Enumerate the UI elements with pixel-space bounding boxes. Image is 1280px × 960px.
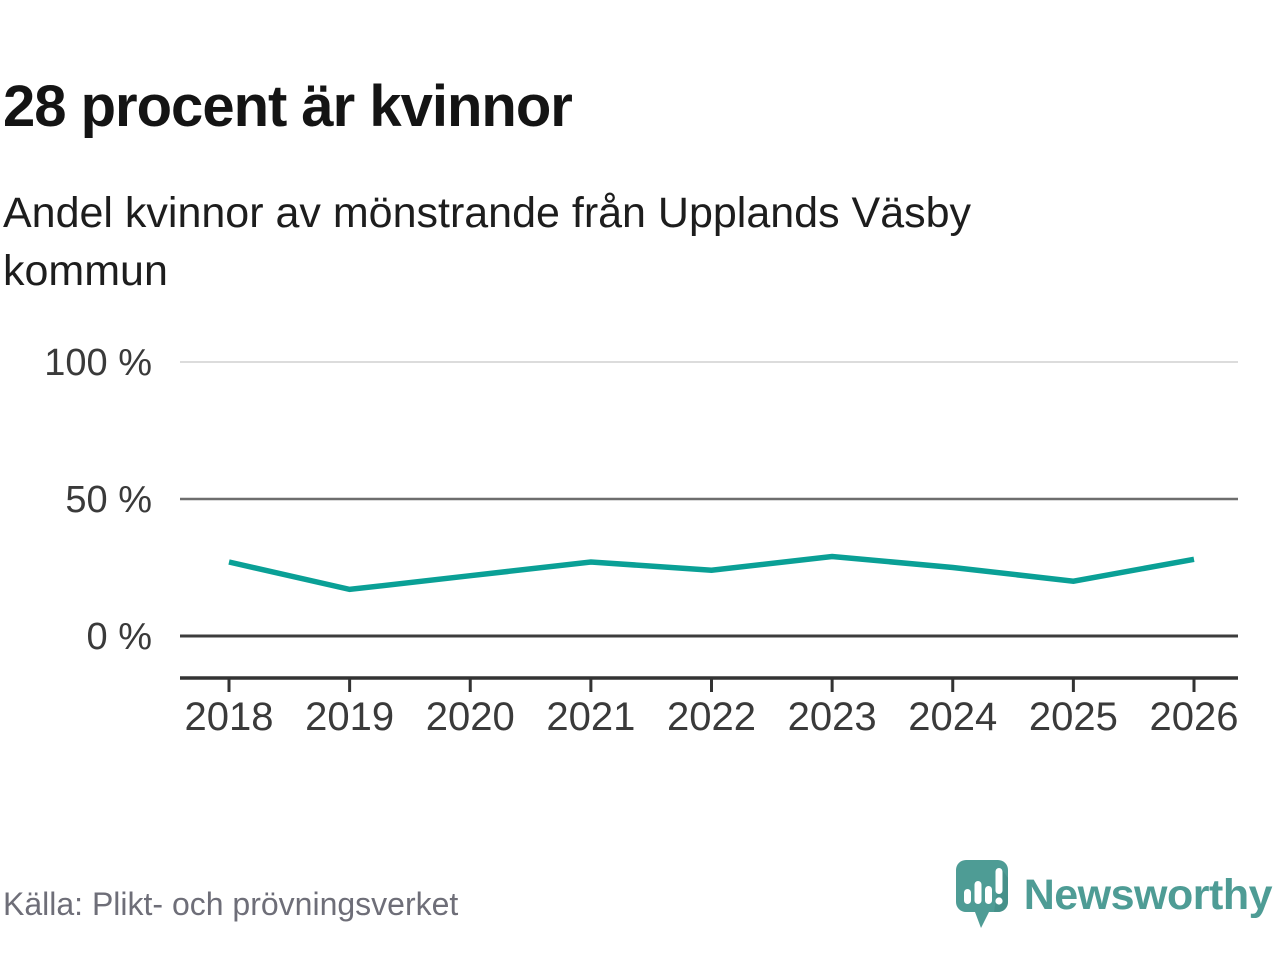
- y-tick-label: 0 %: [87, 616, 152, 658]
- source-caption: Källa: Plikt- och prövningsverket: [3, 886, 459, 922]
- x-tick-label: 2023: [788, 695, 877, 739]
- x-tick-label: 2024: [908, 695, 997, 739]
- x-tick-label: 2019: [305, 695, 394, 739]
- line-chart-svg: 100 % 50 % 0 % 2018 2019 2020 2021 2022 2023 2024…: [44, 342, 1239, 739]
- y-tick-label: 100 %: [44, 342, 152, 384]
- data-line: [228, 553, 1195, 593]
- chart-subtitle: Andel kvinnor av mönstrande från Uppland…: [3, 184, 971, 300]
- x-tick-label: 2025: [1029, 695, 1118, 739]
- newsworthy-logo-icon: [955, 860, 1008, 928]
- x-tick-label: 2026: [1150, 695, 1239, 739]
- x-tick-label: 2018: [185, 695, 274, 739]
- page-title: 28 procent är kvinnor: [3, 73, 573, 139]
- y-tick-label: 50 %: [65, 479, 152, 521]
- line-chart: 100 % 50 % 0 % 2018 2019 2020 2021 2022 2023 2024…: [0, 320, 1280, 790]
- x-tick-label: 2021: [546, 695, 635, 739]
- subtitle-line-2: kommun: [3, 247, 168, 295]
- newsworthy-wordmark: Newsworthy: [1023, 871, 1273, 919]
- x-tick-label: 2020: [426, 695, 515, 739]
- newsworthy-brand: Newsworthy: [954, 858, 1273, 932]
- x-tick-label: 2022: [667, 695, 756, 739]
- subtitle-line-1: Andel kvinnor av mönstrande från Uppland…: [3, 189, 972, 237]
